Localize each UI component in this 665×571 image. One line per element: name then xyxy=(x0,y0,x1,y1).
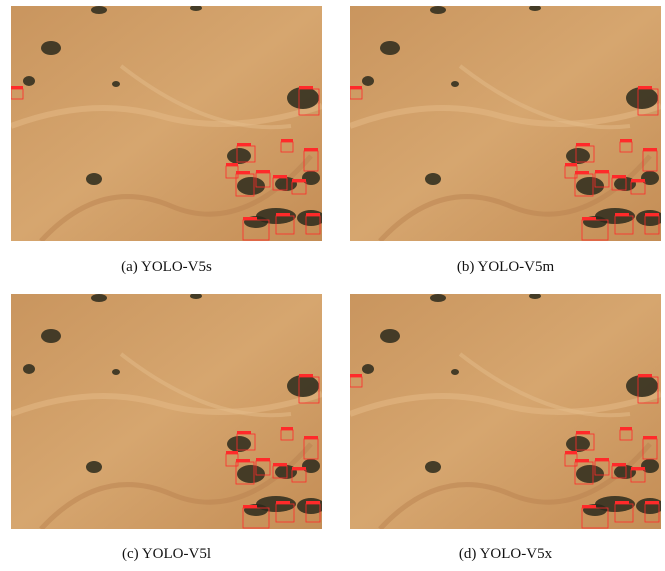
box-tag xyxy=(350,374,362,377)
box-tag xyxy=(236,171,250,174)
tree xyxy=(23,76,35,86)
box-tag xyxy=(276,501,290,504)
box-tag xyxy=(237,431,251,434)
tree xyxy=(430,6,446,14)
tree xyxy=(287,87,319,109)
tree xyxy=(91,294,107,302)
box-tag xyxy=(582,505,596,508)
tree xyxy=(380,41,400,55)
box-tag xyxy=(631,467,645,470)
figure: (a) YOLO-V5s (b) YOLO-V5m (c) YOLO-V5l (… xyxy=(0,0,665,571)
box-tag xyxy=(299,86,313,89)
box-tag xyxy=(299,374,313,377)
box-tag xyxy=(292,467,306,470)
box-tag xyxy=(565,163,577,166)
box-tag xyxy=(281,427,293,430)
box-tag xyxy=(612,175,626,178)
tree xyxy=(287,375,319,397)
tree xyxy=(41,329,61,343)
detection-image xyxy=(350,6,661,241)
box-tag xyxy=(638,86,652,89)
tree xyxy=(302,459,320,473)
tree xyxy=(451,81,459,87)
tree xyxy=(112,369,120,375)
box-tag xyxy=(575,171,589,174)
caption: (a) YOLO-V5s xyxy=(11,259,322,276)
tree xyxy=(86,461,102,473)
tree xyxy=(112,81,120,87)
detection-image xyxy=(11,294,322,529)
caption: (c) YOLO-V5l xyxy=(11,546,322,563)
box-tag xyxy=(576,143,590,146)
box-tag xyxy=(243,505,257,508)
box-tag xyxy=(595,170,609,173)
detection-image xyxy=(350,294,661,529)
box-tag xyxy=(643,436,657,439)
box-tag xyxy=(612,463,626,466)
box-tag xyxy=(645,213,659,216)
tree xyxy=(641,171,659,185)
box-tag xyxy=(350,86,362,89)
box-tag xyxy=(256,458,270,461)
box-tag xyxy=(281,139,293,142)
box-tag xyxy=(256,170,270,173)
box-tag xyxy=(620,139,632,142)
caption: (b) YOLO-V5m xyxy=(350,259,661,276)
box-tag xyxy=(645,501,659,504)
box-tag xyxy=(243,217,257,220)
tree xyxy=(425,173,441,185)
tree xyxy=(41,41,61,55)
tree xyxy=(626,375,658,397)
box-tag xyxy=(292,179,306,182)
tree xyxy=(576,465,604,483)
box-tag xyxy=(304,436,318,439)
box-tag xyxy=(306,501,320,504)
box-tag xyxy=(575,459,589,462)
box-tag xyxy=(273,175,287,178)
box-tag xyxy=(237,143,251,146)
box-tag xyxy=(304,148,318,151)
tree xyxy=(430,294,446,302)
tree xyxy=(451,369,459,375)
tree xyxy=(91,6,107,14)
tree xyxy=(237,465,265,483)
tree xyxy=(425,461,441,473)
box-tag xyxy=(620,427,632,430)
box-tag xyxy=(576,431,590,434)
box-tag xyxy=(638,374,652,377)
box-tag xyxy=(276,213,290,216)
box-tag xyxy=(273,463,287,466)
tree xyxy=(362,76,374,86)
tree xyxy=(380,329,400,343)
tree xyxy=(237,177,265,195)
box-tag xyxy=(615,501,629,504)
box-tag xyxy=(631,179,645,182)
tree xyxy=(362,364,374,374)
box-tag xyxy=(565,451,577,454)
detection-image xyxy=(11,6,322,241)
box-tag xyxy=(615,213,629,216)
tree xyxy=(576,177,604,195)
tree xyxy=(23,364,35,374)
box-tag xyxy=(595,458,609,461)
tree xyxy=(641,459,659,473)
tree xyxy=(626,87,658,109)
box-tag xyxy=(226,163,238,166)
box-tag xyxy=(306,213,320,216)
box-tag xyxy=(582,217,596,220)
box-tag xyxy=(226,451,238,454)
tree xyxy=(86,173,102,185)
caption: (d) YOLO-V5x xyxy=(350,546,661,563)
box-tag xyxy=(643,148,657,151)
tree xyxy=(302,171,320,185)
box-tag xyxy=(236,459,250,462)
box-tag xyxy=(11,86,23,89)
